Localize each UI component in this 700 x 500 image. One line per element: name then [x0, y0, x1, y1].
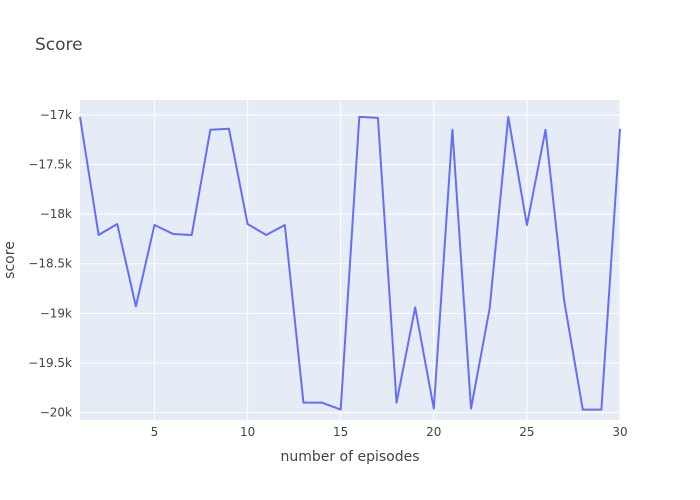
y-tick-label: −18k [40, 207, 72, 221]
y-tick-label: −19k [40, 306, 72, 320]
series-layer [79, 115, 621, 411]
x-axis-ticks: 5 10 15 20 25 30 [151, 425, 628, 439]
x-tick-label: 30 [612, 425, 627, 439]
y-axis-title: score [2, 241, 18, 279]
y-tick-label: −17k [40, 108, 72, 122]
y-tick-label: −20k [40, 406, 72, 420]
x-tick-label: 10 [240, 425, 255, 439]
y-tick-label: −19.5k [28, 356, 72, 370]
x-axis-title: number of episodes [280, 449, 419, 465]
y-axis-ticks: −17k −17.5k −18k −18.5k −19k −19.5k −20k [28, 108, 72, 420]
y-tick-label: −17.5k [28, 157, 72, 171]
x-tick-label: 15 [333, 425, 348, 439]
x-tick-label: 5 [151, 425, 159, 439]
chart-title: Score [35, 35, 83, 55]
series-line-score [79, 115, 621, 411]
y-tick-label: −18.5k [28, 257, 72, 271]
x-tick-label: 25 [519, 425, 534, 439]
grid-lines [80, 100, 621, 420]
x-tick-label: 20 [426, 425, 441, 439]
